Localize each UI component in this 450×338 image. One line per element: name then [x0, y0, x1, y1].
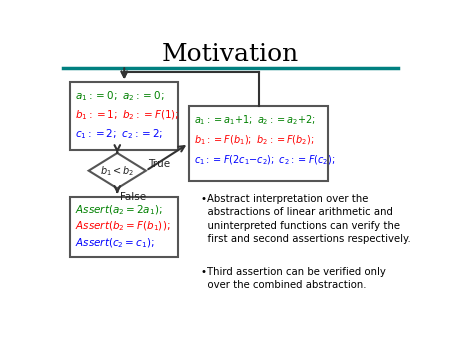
Text: $a_1 := a_1{+}1;\ a_2 := a_2{+}2;$: $a_1 := a_1{+}1;\ a_2 := a_2{+}2;$	[194, 113, 316, 127]
Text: $c_1 := F(2c_1{-}c_2);\ c_2 := F(c_2);$: $c_1 := F(2c_1{-}c_2);\ c_2 := F(c_2);$	[194, 154, 335, 167]
Text: •Abstract interpretation over the
  abstractions of linear arithmetic and
  unin: •Abstract interpretation over the abstra…	[201, 194, 411, 244]
Text: $Assert(b_2 = F(b_1));$: $Assert(b_2 = F(b_1));$	[76, 220, 171, 234]
Text: $Assert(c_2=c_1);$: $Assert(c_2=c_1);$	[76, 236, 155, 250]
Text: $b_1 := 1;\ b_2 := F(1);$: $b_1 := 1;\ b_2 := F(1);$	[76, 108, 180, 122]
Text: True: True	[148, 159, 170, 169]
Text: False: False	[120, 192, 146, 201]
Text: •Third assertion can be verified only
  over the combined abstraction.: •Third assertion can be verified only ov…	[201, 267, 386, 290]
Text: $b_1 := F(b_1);\ b_2 := F(b_2);$: $b_1 := F(b_1);\ b_2 := F(b_2);$	[194, 134, 315, 147]
Text: $b_1< b_2$: $b_1< b_2$	[100, 164, 135, 177]
Text: $a_1 := 0;\ a_2 := 0;$: $a_1 := 0;\ a_2 := 0;$	[76, 90, 165, 103]
Text: Motivation: Motivation	[162, 43, 299, 66]
Text: $Assert(a_2=2a_1);$: $Assert(a_2=2a_1);$	[76, 203, 163, 217]
FancyBboxPatch shape	[189, 105, 328, 181]
FancyBboxPatch shape	[70, 197, 178, 257]
Text: $c_1 := 2;\ c_2 := 2;$: $c_1 := 2;\ c_2 := 2;$	[76, 127, 164, 141]
FancyBboxPatch shape	[70, 82, 178, 150]
Polygon shape	[89, 153, 146, 188]
